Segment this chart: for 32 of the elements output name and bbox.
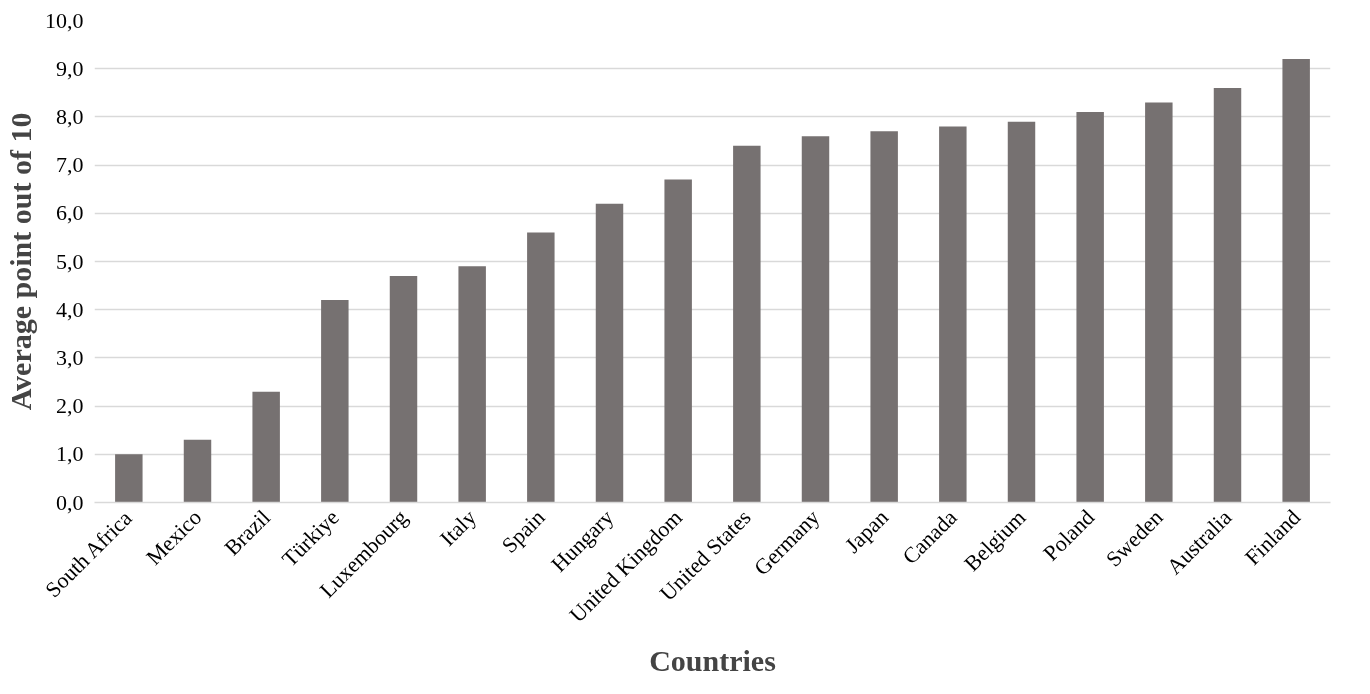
y-tick-label: 1,0 <box>56 441 84 467</box>
bar <box>664 179 692 503</box>
bar <box>939 126 967 503</box>
y-tick-label: 8,0 <box>56 103 84 129</box>
y-tick-label: 9,0 <box>56 55 84 81</box>
bar <box>321 300 349 503</box>
y-tick-label: 10,0 <box>45 7 84 33</box>
bar <box>870 131 898 503</box>
bar <box>801 136 830 503</box>
bar <box>115 454 143 503</box>
y-tick-label: 6,0 <box>56 200 84 226</box>
bar <box>733 145 761 503</box>
bar <box>1076 112 1104 503</box>
y-tick-label: 3,0 <box>56 344 84 370</box>
bar <box>1007 121 1036 503</box>
bar <box>1145 102 1173 503</box>
y-axis-title: Average point out of 10 <box>4 112 37 411</box>
bar <box>1213 87 1242 503</box>
bar <box>595 203 624 503</box>
x-tick-label: Italy <box>434 504 482 551</box>
x-axis-title: Countries <box>649 644 776 678</box>
y-tick-label: 5,0 <box>56 248 84 274</box>
y-tick-label: 0,0 <box>56 489 84 515</box>
y-tick-label: 4,0 <box>56 296 84 322</box>
bar <box>1282 59 1310 503</box>
bar <box>183 439 212 503</box>
bar <box>252 391 280 503</box>
bar <box>527 232 555 503</box>
bar <box>389 275 418 503</box>
y-tick-label: 7,0 <box>56 152 84 178</box>
bar <box>458 266 486 503</box>
y-tick-label: 2,0 <box>56 393 84 419</box>
